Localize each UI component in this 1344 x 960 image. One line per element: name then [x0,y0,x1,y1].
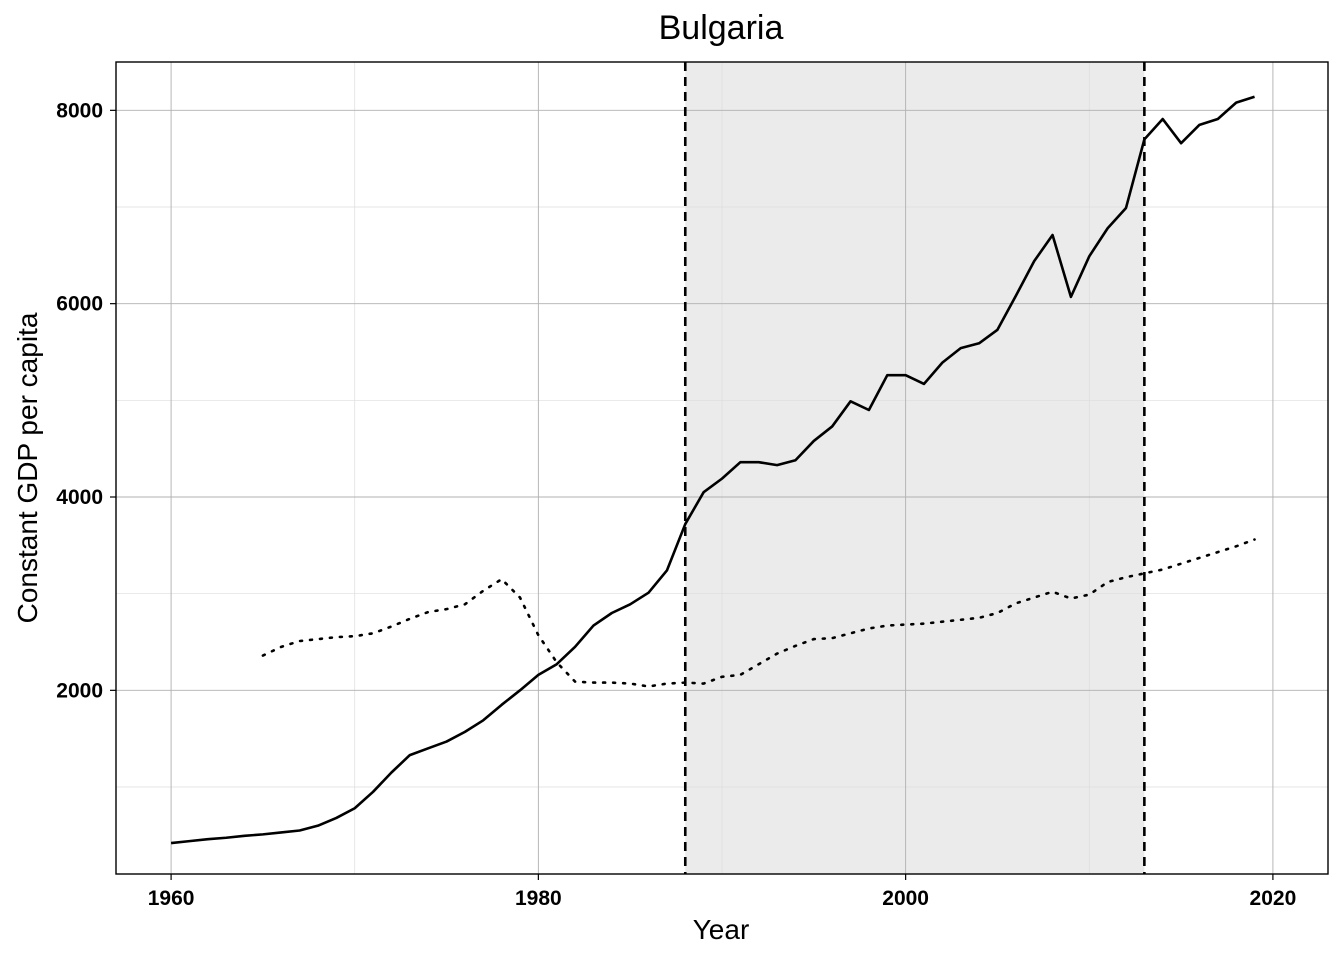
x-tick-label: 1980 [515,887,562,910]
x-axis-label: Year [693,914,750,945]
grid-major [116,62,1328,874]
shaded-period [685,62,1145,874]
shaded-region [685,62,1145,874]
x-tick-label: 2020 [1250,887,1297,910]
y-tick-label: 6000 [56,293,103,316]
x-tick-label: 1960 [148,887,195,910]
y-axis-label: Constant GDP per capita [12,312,43,623]
series-line-dotted [261,538,1256,688]
series-line-solid [170,95,1255,845]
grid-minor [116,62,1328,874]
panel-border [115,61,1329,875]
plot-panel [115,61,1329,875]
x-tick-label: 2000 [882,887,929,910]
series-layer [170,95,1256,845]
y-tick-label: 8000 [56,99,103,122]
chart-title: Bulgaria [659,9,784,47]
y-tick-label: 2000 [56,679,103,702]
y-tick-label: 4000 [56,486,103,509]
period-boundaries [683,62,1146,874]
x-axis-ticks: 1960 1980 2000 2020 [148,874,1297,910]
y-axis-ticks: 2000 4000 6000 8000 [56,99,116,702]
